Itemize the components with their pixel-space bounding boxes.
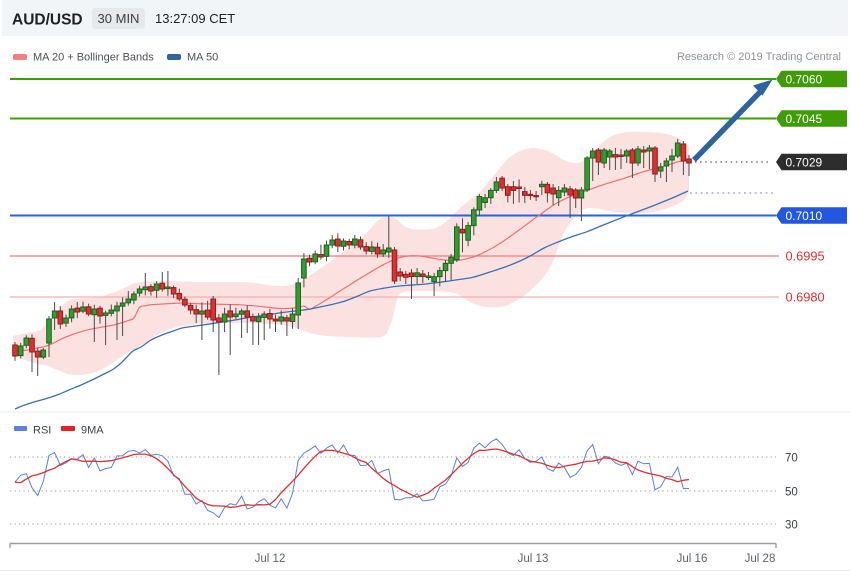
svg-text:AUD/USD: AUD/USD	[12, 12, 83, 29]
svg-text:50: 50	[785, 487, 798, 499]
svg-text:70: 70	[785, 453, 798, 465]
svg-text:MA 20 + Bollinger Bands: MA 20 + Bollinger Bands	[33, 52, 154, 64]
svg-text:Research © 2019 Trading Centra: Research © 2019 Trading Central	[677, 51, 841, 63]
svg-text:Jul 13: Jul 13	[518, 553, 549, 565]
svg-text:Jul 12: Jul 12	[255, 553, 286, 565]
svg-text:30: 30	[785, 520, 798, 532]
svg-text:0.7029: 0.7029	[786, 155, 823, 169]
svg-text:9MA: 9MA	[81, 425, 104, 437]
svg-text:MA 50: MA 50	[187, 52, 218, 64]
svg-text:0.7010: 0.7010	[786, 209, 823, 223]
svg-text:0.7060: 0.7060	[786, 72, 823, 86]
svg-text:RSI: RSI	[33, 425, 51, 437]
svg-text:13:27:09 CET: 13:27:09 CET	[155, 11, 235, 26]
svg-text:Jul 28: Jul 28	[745, 553, 776, 565]
svg-text:0.6980: 0.6980	[786, 290, 825, 305]
svg-text:30 MIN: 30 MIN	[98, 11, 140, 26]
svg-text:0.7045: 0.7045	[786, 112, 823, 126]
svg-text:0.6995: 0.6995	[786, 249, 825, 264]
svg-text:Jul 16: Jul 16	[677, 553, 708, 565]
